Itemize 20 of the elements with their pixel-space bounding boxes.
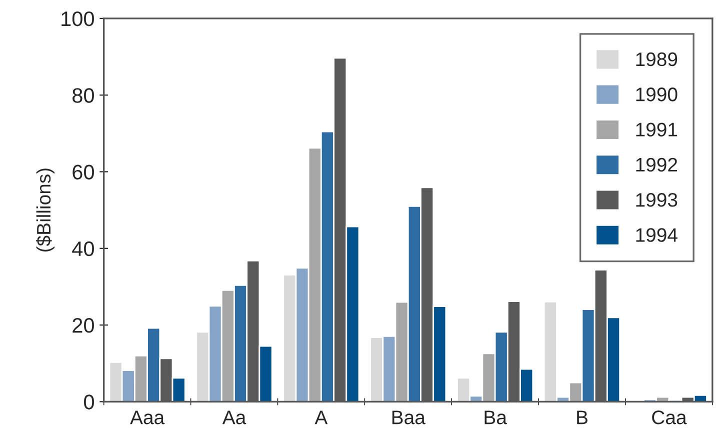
y-tick-label: 40 bbox=[72, 241, 94, 256]
legend-label: 1989 bbox=[636, 52, 678, 66]
legend-label: 1992 bbox=[636, 158, 678, 172]
x-tick-label: Caa bbox=[652, 410, 687, 424]
legend-label: 1993 bbox=[636, 193, 678, 207]
y-tick-label: 0 bbox=[84, 394, 94, 410]
x-tick-label: Aa bbox=[222, 410, 246, 424]
y-tick-label: 20 bbox=[72, 318, 94, 333]
x-tick-label: Ba bbox=[484, 410, 507, 424]
legend-label: 1991 bbox=[636, 122, 678, 136]
y-tick-label: 100 bbox=[62, 11, 94, 26]
y-axis-title: ($Billions) bbox=[36, 168, 54, 252]
y-tick-label: 60 bbox=[72, 164, 94, 180]
legend-label: 1994 bbox=[636, 228, 678, 242]
x-tick-label: Baa bbox=[392, 410, 426, 424]
x-tick-label: Aaa bbox=[130, 410, 165, 424]
x-tick-label: B bbox=[577, 410, 588, 424]
x-tick-label: A bbox=[314, 410, 328, 424]
legend-label: 1990 bbox=[636, 88, 678, 102]
y-tick-label: 80 bbox=[72, 88, 94, 103]
